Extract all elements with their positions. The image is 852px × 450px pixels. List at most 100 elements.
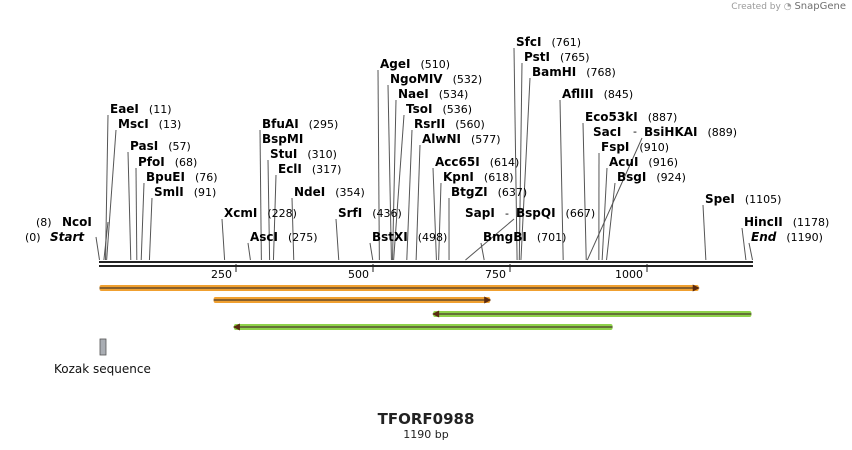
site-position-eaei: (11) <box>149 103 172 116</box>
site-position-bpuei: (76) <box>195 171 218 184</box>
site-position-end: (1190) <box>786 231 823 244</box>
site-label-bfuai[interactable]: BfuAI <box>262 117 299 131</box>
site-label-ncoi[interactable]: NcoI <box>62 215 92 229</box>
feature-orf-reverse-right[interactable] <box>432 310 752 318</box>
leader-bpuei <box>140 182 145 261</box>
site-label-alwni[interactable]: AlwNI <box>422 132 461 146</box>
site-label-bsihkai[interactable]: BsiHKAI <box>644 125 698 139</box>
leader-start <box>95 236 100 261</box>
leader-rsrii <box>406 129 413 261</box>
leader-end <box>748 242 753 261</box>
site-label-acc65i[interactable]: Acc65I <box>435 155 480 169</box>
site-label-stui[interactable]: StuI <box>270 147 297 161</box>
feature-track <box>99 284 752 331</box>
leader-sfci <box>513 47 518 261</box>
site-position-bsgi: (924) <box>656 171 686 184</box>
site-position-spei: (1105) <box>745 193 782 206</box>
ruler: 250 500 750 1000 <box>211 264 648 281</box>
site-label-hincii[interactable]: HincII <box>744 215 783 229</box>
feature-arrowhead <box>484 296 492 304</box>
site-label-kpni[interactable]: KpnI <box>443 170 474 184</box>
site-position-bfuai: (295) <box>309 118 339 131</box>
leader-smli <box>148 197 153 261</box>
site-label-bstxi[interactable]: BstXI <box>372 230 408 244</box>
feature-orf-forward-full[interactable] <box>99 284 700 292</box>
site-label-xcmi[interactable]: XcmI <box>224 206 257 220</box>
leader-ecli <box>272 174 277 261</box>
site-label-ecli[interactable]: EclI <box>278 162 302 176</box>
site-position-xcmi: (228) <box>267 207 297 220</box>
site-position-naei: (534) <box>439 88 469 101</box>
site-label-rsrii[interactable]: RsrII <box>414 117 445 131</box>
site-position-bsihkai: (889) <box>708 126 738 139</box>
ruler-label-500: 500 <box>348 268 369 281</box>
feature-orf-forward-inner[interactable] <box>213 296 492 304</box>
site-position-kpni: (618) <box>484 171 514 184</box>
feature-orf-reverse-left[interactable] <box>232 323 613 331</box>
site-label-msci[interactable]: MscI <box>118 117 149 131</box>
credit-brand: SnapGene <box>794 1 846 12</box>
site-label-sapi[interactable]: SapI <box>465 206 495 220</box>
site-label-eaei[interactable]: EaeI <box>110 102 139 116</box>
site-label-asci[interactable]: AscI <box>250 230 278 244</box>
leader-pfoi <box>135 167 138 261</box>
leader-agei <box>377 69 380 261</box>
snapgene-logo-icon: ◔ <box>783 2 792 12</box>
leader-acc65i <box>432 167 437 261</box>
leader-tsoi <box>393 114 405 261</box>
site-label-bspqi[interactable]: BspQI <box>516 206 556 220</box>
site-label-fspi[interactable]: FspI <box>601 140 629 154</box>
site-label-sfci[interactable]: SfcI <box>516 35 541 49</box>
site-position-btgzi: (637) <box>498 186 528 199</box>
site-label-tsoi[interactable]: TsoI <box>406 102 432 116</box>
leader-afliii <box>559 99 564 261</box>
site-label-spei[interactable]: SpeI <box>705 192 735 206</box>
kozak-label: Kozak sequence <box>54 362 151 376</box>
site-position-ecli: (317) <box>312 163 342 176</box>
site-position-sfci: (761) <box>551 36 581 49</box>
site-label-bspmi[interactable]: BspMI <box>262 132 303 146</box>
site-position-acc65i: (614) <box>490 156 520 169</box>
site-label-btgzi[interactable]: BtgZI <box>451 185 488 199</box>
site-label-ndei[interactable]: NdeI <box>294 185 325 199</box>
site-label-pfoi[interactable]: PfoI <box>138 155 165 169</box>
site-label-start[interactable]: Start <box>50 230 85 244</box>
ruler-label-250: 250 <box>211 268 232 281</box>
site-position-ngomiv: (532) <box>453 73 483 86</box>
leader-hincii <box>741 227 747 261</box>
leader-eaei <box>105 114 109 261</box>
site-position-msci: (13) <box>159 118 182 131</box>
site-label-agei[interactable]: AgeI <box>380 57 410 71</box>
leader-bsihkai <box>586 137 643 261</box>
site-label-naei[interactable]: NaeI <box>398 87 429 101</box>
site-labels: Start(0)NcoI(8)EaeI (11)MscI (13)PasI (57)P… <box>25 35 829 244</box>
site-label-afliii[interactable]: AflIII <box>562 87 594 101</box>
leader-msci <box>106 129 117 261</box>
leader-acui <box>601 167 608 261</box>
site-label-bpuei[interactable]: BpuEI <box>146 170 185 184</box>
feature-arrowhead <box>432 310 440 318</box>
leader-kpni <box>438 182 442 261</box>
site-label-psti[interactable]: PstI <box>524 50 550 64</box>
leader-bfuai <box>259 129 262 261</box>
site-position-hincii: (1178) <box>793 216 830 229</box>
site-label-bsgi[interactable]: BsgI <box>617 170 646 184</box>
site-label-srfi[interactable]: SrfI <box>338 206 362 220</box>
ruler-label-1000: 1000 <box>615 268 643 281</box>
site-label-ngomiv[interactable]: NgoMIV <box>390 72 443 86</box>
site-position-bmgbi: (701) <box>537 231 567 244</box>
sequence-name: TFORF0988 <box>377 410 475 428</box>
site-label-bmgbi[interactable]: BmgBI <box>483 230 527 244</box>
site-label-pasi[interactable]: PasI <box>130 139 158 153</box>
site-label-smli[interactable]: SmlI <box>154 185 184 199</box>
site-label-end[interactable]: End <box>751 230 777 244</box>
site-label-saci[interactable]: SacI <box>593 125 621 139</box>
site-label-eco53ki[interactable]: Eco53kI <box>585 110 638 124</box>
site-position-asci: (275) <box>288 231 318 244</box>
site-label-acui[interactable]: AcuI <box>609 155 638 169</box>
site-position-alwni: (577) <box>471 133 501 146</box>
site-label-bamhi[interactable]: BamHI <box>532 65 576 79</box>
kozak-feature[interactable] <box>99 338 107 356</box>
site-position-acui: (916) <box>648 156 678 169</box>
